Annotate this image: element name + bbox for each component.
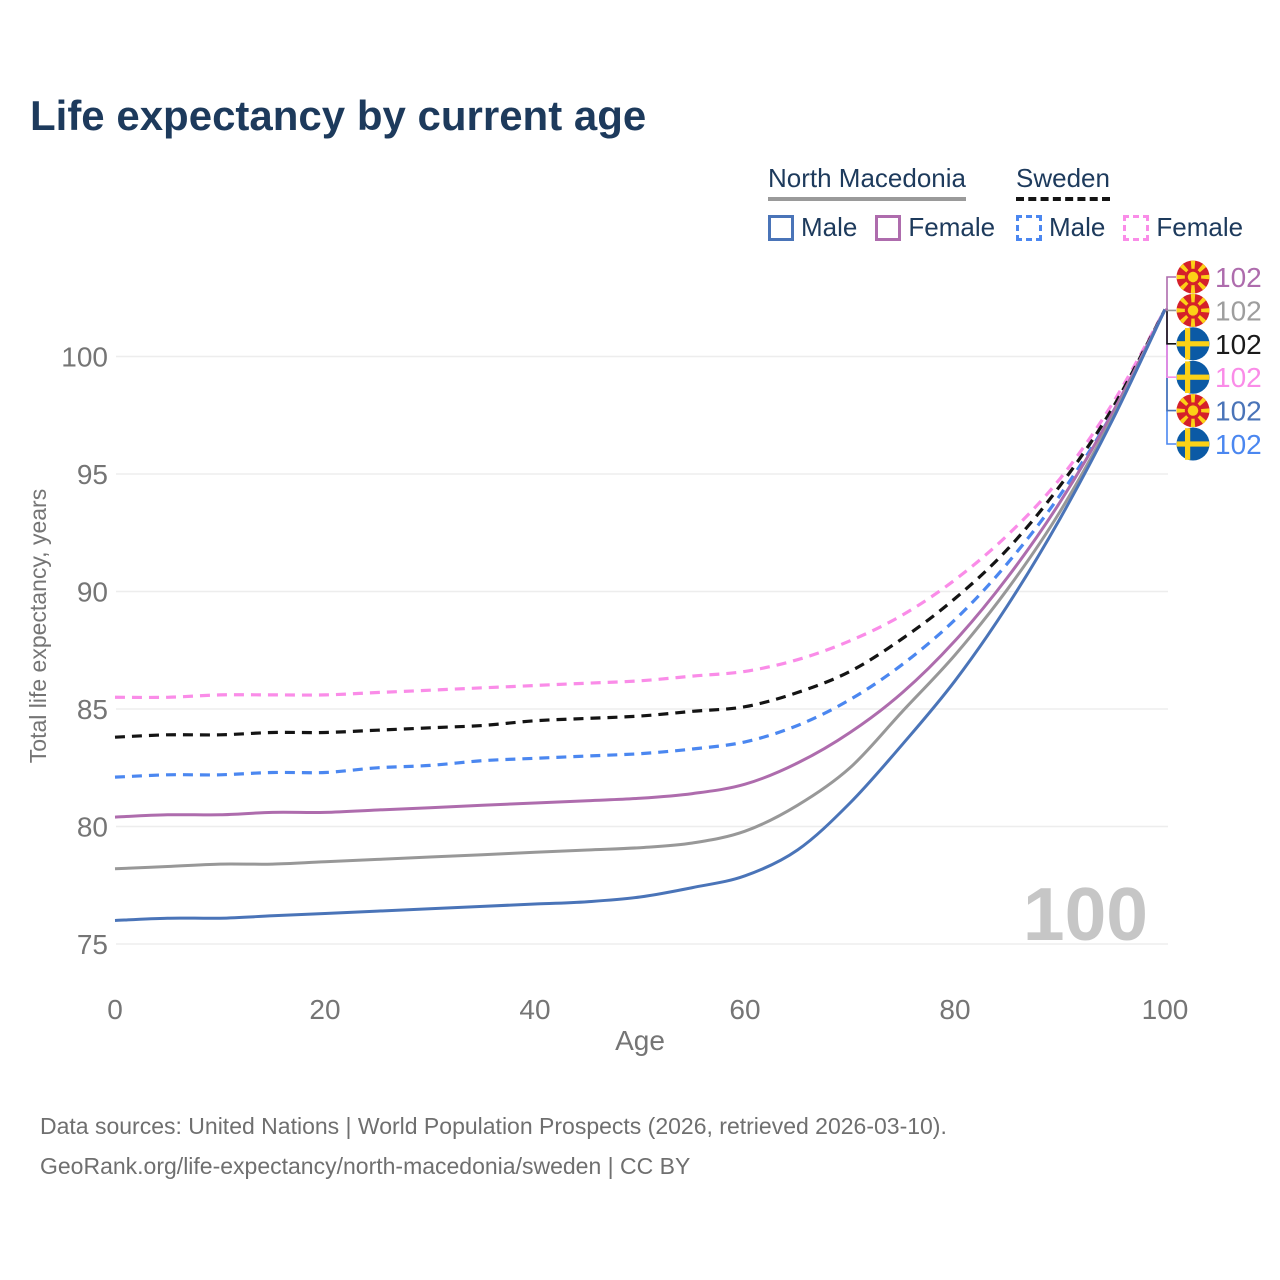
legend-item-se-female[interactable]: Female [1123,212,1243,243]
y-tick-90: 90 [77,577,108,608]
flag-se-icon [1176,327,1210,361]
footer-attribution: GeoRank.org/life-expectancy/north-macedo… [40,1153,691,1179]
footer: Data sources: United Nations | World Pop… [40,1106,947,1186]
flag-se-icon [1176,427,1210,461]
legend-group-north-macedonia: North Macedonia Male Female [768,163,995,243]
se-male-swatch-icon [1016,214,1042,241]
x-tick-100: 100 [1142,994,1189,1025]
line-mk-total [114,308,1167,871]
age-watermark: 100 [1023,872,1148,956]
legend-label-nm-female: Female [908,212,996,242]
legend-label-se-female: Female [1156,212,1244,242]
legend-group-sweden: Sweden Male Female [1016,163,1243,243]
flag-mk-icon [1176,293,1210,327]
x-axis-label: Age [615,1025,665,1056]
end-connector-mk-female [1165,276,1176,311]
legend-items-north-macedonia: Male Female [768,212,995,243]
y-tick-75: 75 [77,929,108,960]
line-mk-male [114,308,1167,922]
line-se-male [114,308,1167,779]
legend-label-se-male: Male [1049,212,1106,242]
end-label-mk-male: 102 [1215,396,1262,427]
y-tick-100: 100 [61,342,108,373]
nm-male-swatch-icon [768,214,794,241]
y-tick-85: 85 [77,694,108,725]
nm-female-swatch-icon [875,214,902,241]
x-tick-0: 0 [107,994,123,1025]
footer-data-sources: Data sources: United Nations | World Pop… [40,1113,947,1139]
end-label-mk-total: 102 [1215,295,1262,326]
page-title: Life expectancy by current age [30,92,647,139]
se-female-swatch-icon [1123,214,1150,241]
legend-item-se-male[interactable]: Male [1016,212,1105,243]
flag-mk-icon [1176,394,1210,428]
legend-item-nm-female[interactable]: Female [875,212,995,243]
x-tick-20: 20 [309,994,340,1025]
legend-country-north-macedonia[interactable]: North Macedonia [768,163,966,201]
end-label-mk-female: 102 [1215,262,1262,293]
legend-item-nm-male[interactable]: Male [768,212,857,243]
line-mk-female [114,308,1167,819]
end-label-se-total: 102 [1215,329,1262,360]
end-label-se-male: 102 [1215,429,1262,460]
y-tick-95: 95 [77,459,108,490]
end-connector-se-total [1165,308,1176,345]
x-tick-60: 60 [729,994,760,1025]
y-tick-80: 80 [77,812,108,843]
x-tick-80: 80 [939,994,970,1025]
line-se-total [114,308,1167,739]
legend-country-sweden[interactable]: Sweden [1016,163,1110,201]
end-label-se-female: 102 [1215,362,1262,393]
legend-items-sweden: Male Female [1016,212,1243,243]
legend-label-nm-male: Male [801,212,858,242]
y-axis-label: Total life expectancy, years [25,489,51,763]
line-se-female [114,308,1167,700]
x-tick-40: 40 [519,994,550,1025]
flag-mk-icon [1176,260,1210,294]
flag-se-icon [1176,360,1210,394]
